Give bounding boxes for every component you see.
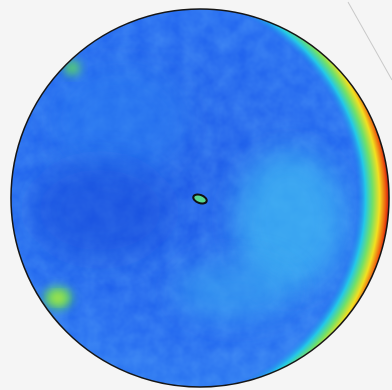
center-mark xyxy=(192,193,208,205)
hot-spot xyxy=(51,293,65,303)
edge-line xyxy=(347,1,392,81)
wafer-outline xyxy=(10,8,390,388)
hot-spot xyxy=(64,61,80,75)
